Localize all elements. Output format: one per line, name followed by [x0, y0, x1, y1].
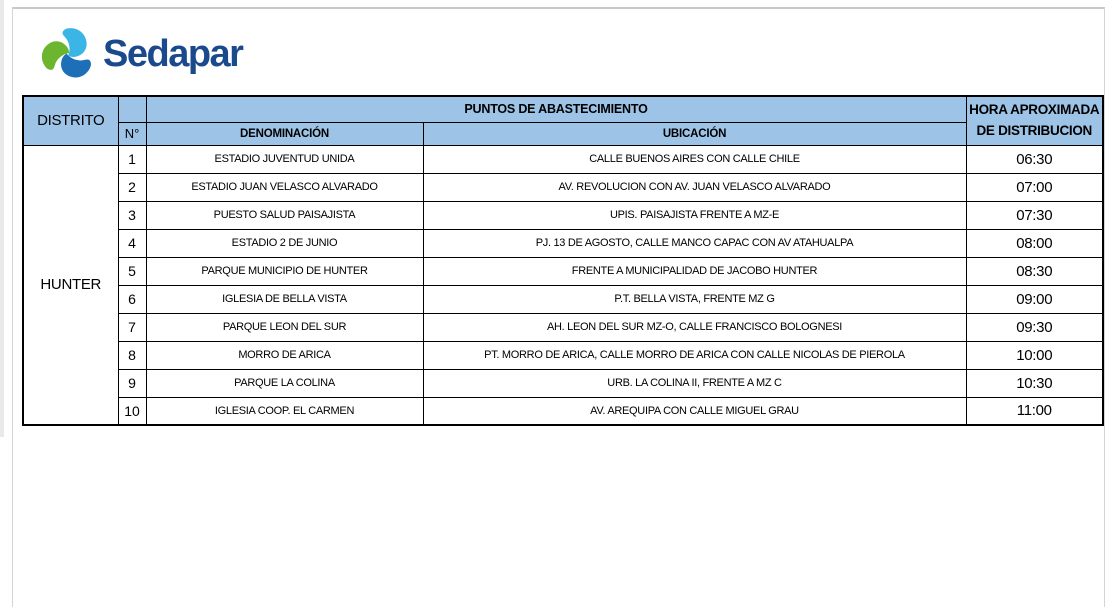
hora-cell: 08:00 — [965, 228, 1104, 258]
row-number-cell: 10 — [117, 396, 147, 426]
ubicacion-cell: P.T. BELLA VISTA, FRENTE MZ G — [422, 284, 967, 314]
hora-cell: 10:00 — [965, 340, 1104, 370]
distribution-schedule-table: DISTRITO PUNTOS DE ABASTECIMIENTO HORA A… — [22, 95, 1104, 426]
row-number-cell: 7 — [117, 312, 147, 342]
table-row: 5 PARQUE MUNICIPIO DE HUNTER FRENTE A MU… — [23, 256, 1104, 286]
table-row: 8 MORRO DE ARICA PT. MORRO DE ARICA, CAL… — [23, 340, 1104, 370]
table-body: HUNTER 1 ESTADIO JUVENTUD UNIDA CALLE BU… — [22, 144, 1104, 426]
denominacion-cell: ESTADIO JUVENTUD UNIDA — [145, 144, 424, 174]
header-ubicacion: UBICACIÓN — [422, 121, 967, 146]
hora-cell: 09:30 — [965, 312, 1104, 342]
sedapar-logo-text: Sedapar — [103, 32, 244, 75]
denominacion-cell: ESTADIO 2 DE JUNIO — [145, 228, 424, 258]
table-row: 9 PARQUE LA COLINA URB. LA COLINA II, FR… — [23, 368, 1104, 398]
district-cell: HUNTER — [22, 144, 119, 426]
row-number-cell: 4 — [117, 228, 147, 258]
table-row: HUNTER 1 ESTADIO JUVENTUD UNIDA CALLE BU… — [22, 144, 1104, 426]
ubicacion-cell: AH. LEON DEL SUR MZ-O, CALLE FRANCISCO B… — [422, 312, 967, 342]
row-number-cell: 1 — [117, 144, 147, 174]
ubicacion-cell: PJ. 13 DE AGOSTO, CALLE MANCO CAPAC CON … — [422, 228, 967, 258]
denominacion-cell: IGLESIA COOP. EL CARMEN — [145, 396, 424, 426]
ubicacion-cell: AV. REVOLUCION CON AV. JUAN VELASCO ALVA… — [422, 172, 967, 202]
sedapar-logo: Sedapar — [39, 25, 244, 81]
table-header: DISTRITO PUNTOS DE ABASTECIMIENTO HORA A… — [22, 95, 1104, 146]
row-number-cell: 2 — [117, 172, 147, 202]
row-number-cell: 6 — [117, 284, 147, 314]
hora-cell: 06:30 — [965, 144, 1104, 174]
table-row: 7 PARQUE LEON DEL SUR AH. LEON DEL SUR M… — [23, 312, 1104, 342]
hora-cell: 08:30 — [965, 256, 1104, 286]
ubicacion-cell: UPIS. PAISAJISTA FRENTE A MZ-E — [422, 200, 967, 230]
hora-cell: 09:00 — [965, 284, 1104, 314]
ubicacion-cell: CALLE BUENOS AIRES CON CALLE CHILE — [422, 144, 967, 174]
left-gutter — [0, 0, 4, 437]
hora-cell: 10:30 — [965, 368, 1104, 398]
denominacion-cell: PARQUE LEON DEL SUR — [145, 312, 424, 342]
header-denominacion: DENOMINACIÓN — [145, 121, 424, 146]
row-number-cell: 8 — [117, 340, 147, 370]
document-page: Sedapar DISTRITO PUNTOS DE ABASTECIMIENT… — [12, 7, 1105, 607]
table-row: 6 IGLESIA DE BELLA VISTA P.T. BELLA VIST… — [23, 284, 1104, 314]
row-number-cell: 5 — [117, 256, 147, 286]
denominacion-cell: MORRO DE ARICA — [145, 340, 424, 370]
ubicacion-cell: PT. MORRO DE ARICA, CALLE MORRO DE ARICA… — [422, 340, 967, 370]
header-hora-aproximada: HORA APROXIMADA DE DISTRIBUCION — [965, 95, 1104, 146]
row-number-cell: 3 — [117, 200, 147, 230]
denominacion-cell: PARQUE LA COLINA — [145, 368, 424, 398]
denominacion-cell: ESTADIO JUAN VELASCO ALVARADO — [145, 172, 424, 202]
denominacion-cell: IGLESIA DE BELLA VISTA — [145, 284, 424, 314]
table-row: 3 PUESTO SALUD PAISAJISTA UPIS. PAISAJIS… — [23, 200, 1104, 230]
header-hora-line1: HORA APROXIMADA — [969, 101, 1100, 117]
hora-cell: 11:00 — [965, 396, 1104, 426]
denominacion-cell: PARQUE MUNICIPIO DE HUNTER — [145, 256, 424, 286]
header-distrito: DISTRITO — [22, 95, 119, 146]
hora-cell: 07:30 — [965, 200, 1104, 230]
header-empty-cell — [117, 95, 147, 123]
ubicacion-cell: AV. AREQUIPA CON CALLE MIGUEL GRAU — [422, 396, 967, 426]
row-number-cell: 9 — [117, 368, 147, 398]
header-numero: N° — [117, 121, 147, 146]
table-row: 4 ESTADIO 2 DE JUNIO PJ. 13 DE AGOSTO, C… — [23, 228, 1104, 258]
header-puntos-de-abastecimiento: PUNTOS DE ABASTECIMIENTO — [145, 95, 967, 123]
hora-cell: 07:00 — [965, 172, 1104, 202]
ubicacion-cell: FRENTE A MUNICIPALIDAD DE JACOBO HUNTER — [422, 256, 967, 286]
denominacion-cell: PUESTO SALUD PAISAJISTA — [145, 200, 424, 230]
sedapar-logo-icon — [42, 28, 91, 78]
table-row: 2 ESTADIO JUAN VELASCO ALVARADO AV. REVO… — [23, 172, 1104, 202]
ubicacion-cell: URB. LA COLINA II, FRENTE A MZ C — [422, 368, 967, 398]
table-row: 10 IGLESIA COOP. EL CARMEN AV. AREQUIPA … — [23, 396, 1104, 426]
header-hora-line2: DE DISTRIBUCION — [976, 122, 1092, 138]
